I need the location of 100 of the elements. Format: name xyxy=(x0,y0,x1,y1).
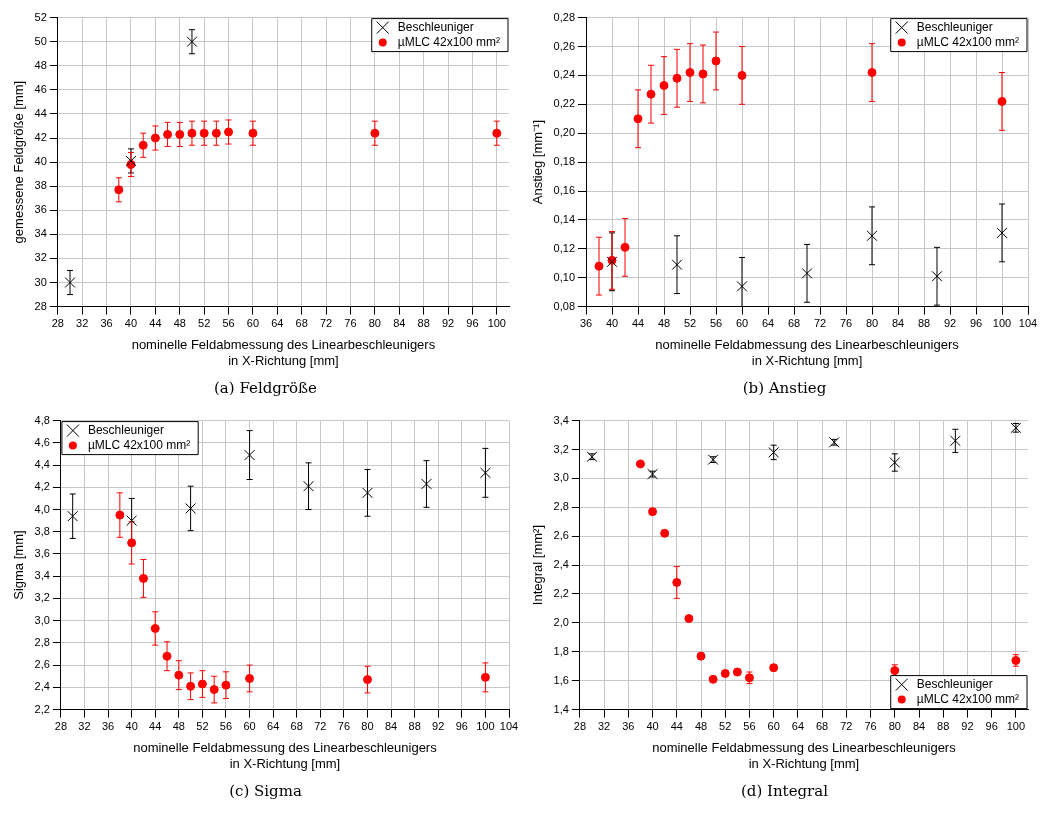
x-tick-label: 72 xyxy=(319,317,333,330)
x-tick-label: 48 xyxy=(172,720,185,733)
y-tick-label: 0,12 xyxy=(553,241,576,254)
y-tick-label: 0,20 xyxy=(553,126,576,139)
legend-label: µMLC 42x100 mm² xyxy=(916,691,1020,706)
x-tick-label: 60 xyxy=(243,720,256,733)
x-tick-label: 80 xyxy=(361,720,374,733)
x-tick-label: 80 xyxy=(368,317,381,330)
x-tick-label: 32 xyxy=(76,317,89,330)
x-tick-label: 92 xyxy=(943,317,957,330)
x-tick-label: 36 xyxy=(101,720,115,733)
x-tick-label: 96 xyxy=(985,720,998,733)
y-tick-label: 4,6 xyxy=(34,435,50,448)
x-tick-label: 76 xyxy=(839,317,853,330)
y-tick-label: 2,4 xyxy=(553,558,569,571)
y-tick-label: 0,14 xyxy=(553,212,576,225)
x-tick-label: 76 xyxy=(337,720,351,733)
x-tick-label: 84 xyxy=(912,720,926,733)
legend-label: µMLC 42x100 mm² xyxy=(916,34,1020,49)
x-axis-title: nominelle Feldabmessung des Linearbeschleunigers in X-Richtung [mm] xyxy=(133,740,438,771)
legend-label: µMLC 42x100 mm² xyxy=(87,437,191,452)
y-tick-label: 0,26 xyxy=(553,39,576,52)
x-tick-label: 60 xyxy=(246,317,260,330)
y-tick-label: 3,8 xyxy=(34,524,50,537)
y-tick-label: 2,2 xyxy=(34,702,50,715)
legend-label: Beschleuniger xyxy=(397,19,474,34)
text: (d) Integral xyxy=(739,782,830,800)
y-axis-title: Sigma [mm] xyxy=(11,530,27,600)
x-tick-label: 92 xyxy=(432,720,445,733)
y-tick-label: 4,8 xyxy=(34,413,50,426)
y-tick-label: 3,6 xyxy=(34,547,50,560)
x-tick-label: 72 xyxy=(840,720,853,733)
y-tick-label: 0,10 xyxy=(553,270,576,283)
y-tick-label: 32 xyxy=(34,251,47,264)
text: (b) Anstieg xyxy=(741,379,828,397)
x-axis-title: nominelle Feldabmessung des Linearbeschleunigers in X-Richtung [mm] xyxy=(655,337,960,368)
x-tick-label: 40 xyxy=(125,720,138,733)
x-tick-label: 40 xyxy=(646,720,659,733)
x-tick-label: 72 xyxy=(813,317,827,330)
y-tick-label: 48 xyxy=(34,58,47,71)
x-tick-label: 64 xyxy=(271,317,284,330)
x-tick-label: 68 xyxy=(815,720,829,733)
y-tick-label: 4,0 xyxy=(34,502,50,515)
x-tick-label: 28 xyxy=(51,317,64,330)
x-tick-label: 88 xyxy=(417,317,430,330)
x-tick-label: 44 xyxy=(149,720,162,733)
x-tick-label: 32 xyxy=(597,720,611,733)
x-tick-label: 76 xyxy=(344,317,357,330)
x-tick-label: 76 xyxy=(864,720,877,733)
x-tick-label: 28 xyxy=(573,720,587,733)
x-tick-label: 52 xyxy=(683,317,697,330)
y-tick-label: 30 xyxy=(34,275,47,288)
legend-label: Beschleuniger xyxy=(916,676,993,691)
y-tick-label: 38 xyxy=(34,179,47,192)
y-tick-label: 3,0 xyxy=(553,471,569,484)
x-tick-label: 44 xyxy=(670,720,683,733)
x-tick-label: 40 xyxy=(124,317,138,330)
y-tick-label: 2,6 xyxy=(553,529,569,542)
text: (c) Sigma xyxy=(228,782,303,800)
x-tick-label: 84 xyxy=(891,317,905,330)
x-tick-label: 32 xyxy=(78,720,91,733)
x-tick-label: 100 xyxy=(1006,720,1026,733)
y-tick-label: 2,8 xyxy=(34,635,50,648)
x-tick-label: 60 xyxy=(767,720,780,733)
x-tick-label: 44 xyxy=(631,317,645,330)
y-tick-label: 3,2 xyxy=(553,442,569,455)
x-tick-label: 84 xyxy=(393,317,406,330)
legend-label: µMLC 42x100 mm² xyxy=(397,34,501,49)
x-tick-label: 52 xyxy=(719,720,732,733)
y-tick-label: 2,8 xyxy=(553,500,569,513)
x-tick-label: 72 xyxy=(314,720,327,733)
x-tick-label: 88 xyxy=(408,720,421,733)
x-tick-label: 36 xyxy=(622,720,635,733)
y-tick-label: 3,4 xyxy=(34,569,50,582)
y-tick-label: 0,16 xyxy=(553,184,576,197)
y-tick-label: 1,4 xyxy=(553,702,569,715)
x-tick-label: 52 xyxy=(196,720,209,733)
y-tick-label: 0,08 xyxy=(553,299,576,312)
y-axis-title: Anstieg [mm⁻¹] xyxy=(530,120,546,205)
y-tick-label: 50 xyxy=(34,34,47,47)
x-tick-label: 36 xyxy=(579,317,593,330)
y-tick-label: 44 xyxy=(34,106,47,119)
legend-label: Beschleuniger xyxy=(87,422,164,437)
y-tick-label: 28 xyxy=(34,299,47,312)
x-tick-label: 104 xyxy=(1018,317,1038,330)
y-axis-title: Integral [mm²] xyxy=(530,525,546,606)
x-tick-label: 104 xyxy=(499,720,519,733)
y-tick-label: 2,0 xyxy=(553,615,569,628)
x-tick-label: 92 xyxy=(441,317,455,330)
x-tick-label: 64 xyxy=(267,720,280,733)
x-tick-label: 96 xyxy=(466,317,479,330)
x-tick-label: 92 xyxy=(961,720,974,733)
x-tick-label: 56 xyxy=(219,720,233,733)
x-tick-label: 68 xyxy=(787,317,801,330)
x-tick-label: 88 xyxy=(937,720,950,733)
x-axis-title: nominelle Feldabmessung des Linearbeschleunigers in X-Richtung [mm] xyxy=(131,337,436,368)
y-tick-label: 0,28 xyxy=(553,10,576,23)
y-tick-label: 3,2 xyxy=(34,591,50,604)
x-tick-label: 56 xyxy=(743,720,756,733)
x-tick-label: 100 xyxy=(476,720,495,733)
